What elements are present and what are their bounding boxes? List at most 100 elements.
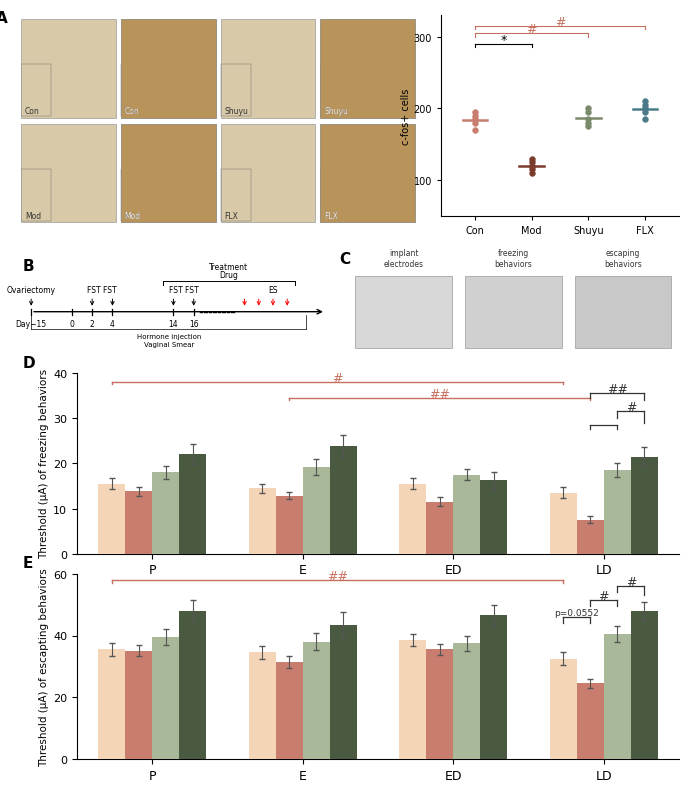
Text: *: * bbox=[500, 34, 507, 47]
Text: #: # bbox=[626, 401, 636, 414]
Bar bbox=[153, 473, 179, 554]
Text: FLX: FLX bbox=[324, 211, 338, 221]
Bar bbox=[426, 502, 454, 554]
Point bbox=[526, 153, 538, 166]
Point bbox=[639, 96, 650, 108]
Text: FLX: FLX bbox=[324, 211, 338, 221]
Text: Vaginal Smear: Vaginal Smear bbox=[144, 342, 195, 348]
Point bbox=[582, 107, 594, 120]
Point bbox=[526, 164, 538, 177]
Bar bbox=[120, 20, 216, 118]
Point bbox=[470, 124, 481, 137]
Text: 14: 14 bbox=[169, 320, 178, 328]
Text: Mod: Mod bbox=[25, 211, 41, 221]
Text: Ovariectomy: Ovariectomy bbox=[7, 286, 56, 295]
Text: 16: 16 bbox=[189, 320, 199, 328]
Bar bbox=[21, 124, 116, 222]
Text: FST FST: FST FST bbox=[88, 286, 117, 295]
Point bbox=[526, 167, 538, 180]
Text: Con: Con bbox=[125, 107, 139, 116]
Point bbox=[639, 103, 650, 116]
Bar bbox=[321, 20, 415, 118]
Bar bbox=[550, 658, 577, 759]
Text: 2: 2 bbox=[90, 320, 95, 328]
Bar bbox=[330, 625, 357, 759]
Point bbox=[582, 120, 594, 133]
Point bbox=[582, 103, 594, 116]
Bar bbox=[603, 634, 631, 759]
Bar bbox=[577, 683, 604, 759]
Bar bbox=[454, 643, 480, 759]
Bar bbox=[98, 484, 125, 554]
Bar bbox=[179, 611, 206, 759]
Text: Hormone injection: Hormone injection bbox=[137, 334, 202, 340]
Bar bbox=[98, 650, 125, 759]
Bar bbox=[22, 65, 51, 117]
Bar bbox=[276, 662, 302, 759]
Bar bbox=[179, 454, 206, 554]
Y-axis label: Threshold (μA) of escapting behaviors: Threshold (μA) of escapting behaviors bbox=[39, 567, 49, 766]
Text: Mod: Mod bbox=[125, 211, 141, 221]
Point bbox=[582, 117, 594, 130]
Bar bbox=[577, 520, 604, 554]
Text: Shuyu: Shuyu bbox=[324, 107, 348, 116]
Bar bbox=[321, 124, 415, 222]
Text: Shuyu: Shuyu bbox=[324, 107, 348, 116]
Text: #: # bbox=[554, 16, 566, 29]
Bar bbox=[248, 488, 276, 554]
Point bbox=[470, 113, 481, 126]
Bar bbox=[550, 493, 577, 554]
Bar bbox=[321, 169, 351, 222]
Text: #: # bbox=[332, 372, 342, 385]
Point bbox=[526, 157, 538, 169]
Bar bbox=[480, 481, 508, 554]
Bar bbox=[575, 276, 671, 349]
Bar bbox=[465, 276, 561, 349]
Text: E: E bbox=[23, 556, 33, 571]
Text: Con: Con bbox=[25, 107, 40, 116]
Text: Drug: Drug bbox=[219, 271, 238, 279]
Bar bbox=[120, 124, 216, 222]
Point bbox=[470, 117, 481, 130]
Bar bbox=[153, 638, 179, 759]
Text: 4: 4 bbox=[110, 320, 115, 328]
Bar bbox=[121, 65, 151, 117]
Bar bbox=[399, 640, 426, 759]
Bar bbox=[248, 653, 276, 759]
Bar bbox=[631, 457, 658, 554]
Bar bbox=[221, 169, 251, 222]
Text: p=0.0552: p=0.0552 bbox=[554, 609, 599, 618]
Point bbox=[526, 160, 538, 173]
Text: D: D bbox=[23, 355, 36, 370]
Bar bbox=[399, 484, 426, 554]
Bar bbox=[426, 650, 454, 759]
Bar bbox=[120, 20, 216, 118]
Text: #: # bbox=[526, 23, 537, 36]
Text: C: C bbox=[339, 252, 350, 267]
Bar bbox=[302, 642, 330, 759]
Text: FLX: FLX bbox=[225, 211, 239, 221]
Text: Treatment: Treatment bbox=[209, 263, 248, 271]
Text: freezing
behaviors: freezing behaviors bbox=[494, 249, 532, 268]
Bar bbox=[302, 467, 330, 554]
Text: Day−15: Day−15 bbox=[15, 320, 47, 328]
Point bbox=[639, 113, 650, 126]
Text: ##: ## bbox=[607, 383, 628, 396]
Bar bbox=[125, 491, 153, 554]
Text: ES: ES bbox=[268, 286, 278, 295]
Point bbox=[470, 110, 481, 123]
Bar bbox=[321, 20, 415, 118]
Bar bbox=[321, 124, 415, 222]
Y-axis label: Threshold (μA) of freezing behaviors: Threshold (μA) of freezing behaviors bbox=[39, 369, 49, 559]
Bar bbox=[220, 124, 315, 222]
Text: 0: 0 bbox=[69, 320, 74, 328]
Y-axis label: c-fos+ cells: c-fos+ cells bbox=[400, 88, 411, 145]
Point bbox=[582, 113, 594, 126]
Text: B: B bbox=[23, 259, 35, 274]
Text: #: # bbox=[626, 575, 636, 588]
Bar bbox=[454, 475, 480, 554]
Bar bbox=[330, 446, 357, 554]
Bar bbox=[221, 65, 251, 117]
Bar bbox=[22, 169, 51, 222]
Bar bbox=[321, 65, 351, 117]
